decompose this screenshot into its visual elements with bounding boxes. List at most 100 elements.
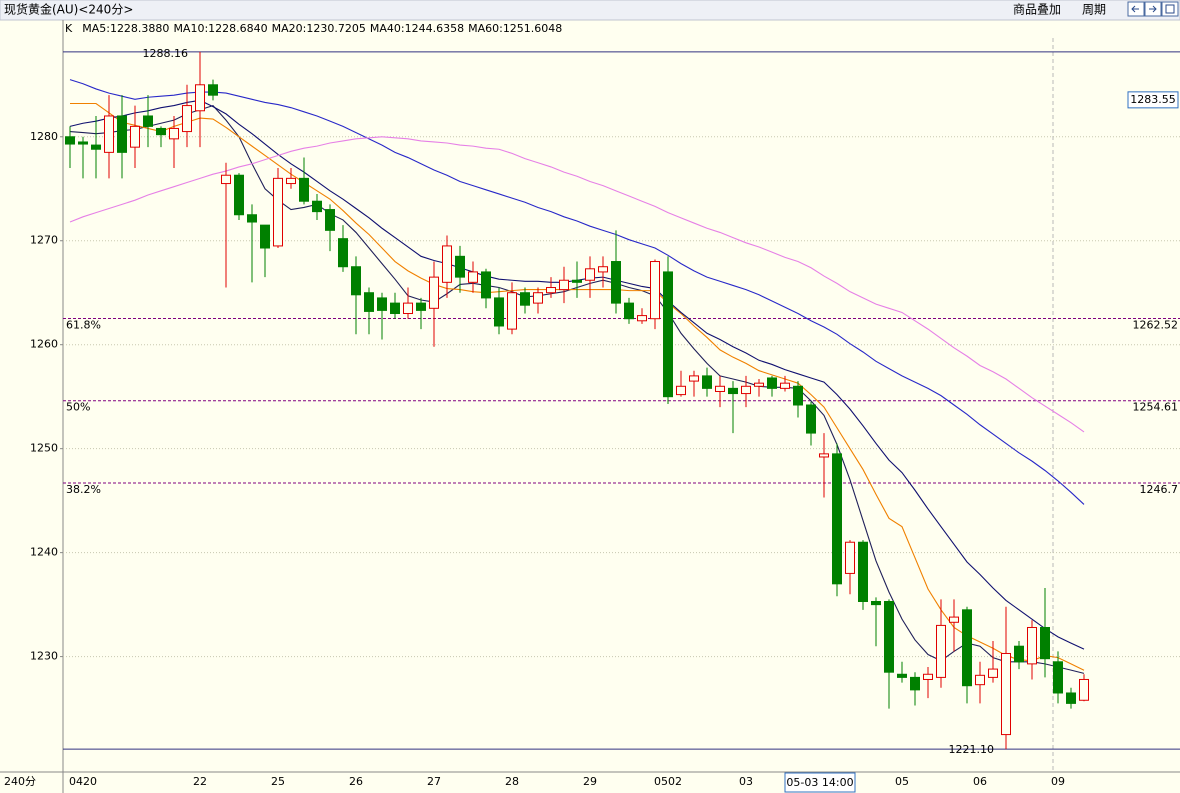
candle-body bbox=[390, 302, 400, 315]
candle-body bbox=[416, 302, 426, 311]
x-tick-label: 28 bbox=[505, 775, 519, 788]
candle-body bbox=[559, 279, 569, 291]
candle-body bbox=[117, 115, 127, 153]
x-tick-label: 22 bbox=[193, 775, 207, 788]
candle-body bbox=[260, 224, 270, 249]
y-tick-label: 1280 bbox=[30, 130, 58, 143]
candle-body bbox=[650, 261, 660, 320]
candle-body bbox=[845, 541, 855, 574]
y-tick-label: 1250 bbox=[30, 442, 58, 455]
candle-body bbox=[364, 292, 374, 312]
candle-body bbox=[715, 385, 725, 392]
candle-body bbox=[520, 292, 530, 306]
ma-line bbox=[69, 136, 1085, 433]
candle-body bbox=[377, 297, 387, 311]
x-tick-label: 09 bbox=[1051, 775, 1065, 788]
x-tick-label: 29 bbox=[583, 775, 597, 788]
candle-body bbox=[325, 209, 335, 231]
candle-body bbox=[598, 266, 608, 273]
candle-body bbox=[858, 541, 868, 602]
x-axis-label: 240分 bbox=[4, 775, 36, 788]
candle-body bbox=[208, 84, 218, 96]
y-tick-label: 1270 bbox=[30, 234, 58, 247]
candle-body bbox=[624, 302, 634, 320]
cursor-time-box bbox=[784, 772, 856, 793]
candle-body bbox=[962, 609, 972, 687]
cursor-time: 05-03 14:00 bbox=[786, 776, 853, 789]
candle-body bbox=[897, 673, 907, 678]
candle-body bbox=[832, 453, 842, 585]
candle-body bbox=[143, 115, 153, 127]
candle-body bbox=[754, 382, 764, 387]
cursor-price: 1283.55 bbox=[1130, 93, 1176, 106]
candle-body bbox=[988, 668, 998, 678]
x-tick-label: 0502 bbox=[654, 775, 682, 788]
candle-body bbox=[221, 174, 231, 185]
level-label: 61.8% bbox=[66, 319, 101, 332]
candle-body bbox=[481, 271, 491, 299]
candle-body bbox=[1079, 678, 1089, 701]
candle-body bbox=[1027, 626, 1037, 665]
ma-line bbox=[69, 79, 1085, 505]
candle-body bbox=[793, 385, 803, 406]
x-tick-label: 03 bbox=[739, 775, 753, 788]
candle-body bbox=[585, 268, 595, 281]
candle-body bbox=[780, 382, 790, 389]
candle-body bbox=[663, 271, 673, 398]
candle-body bbox=[455, 255, 465, 278]
x-tick-label: 0420 bbox=[69, 775, 97, 788]
legend-entry: K bbox=[65, 22, 73, 35]
candle-body bbox=[286, 177, 296, 185]
candle-body bbox=[104, 115, 114, 153]
legend-entry: MA5:1228.3880 bbox=[82, 22, 169, 35]
candle-body bbox=[1001, 652, 1011, 736]
candle-body bbox=[1053, 661, 1063, 694]
candle-body bbox=[819, 453, 829, 458]
y-tick-label: 1260 bbox=[30, 338, 58, 351]
candle-body bbox=[338, 238, 348, 268]
candle-body bbox=[936, 624, 946, 678]
candle-body bbox=[741, 385, 751, 395]
title: 现货黄金(AU)<240分> bbox=[4, 2, 133, 17]
candle-body bbox=[949, 616, 959, 623]
title-bar-bg bbox=[0, 0, 1180, 21]
y-tick-label: 1230 bbox=[30, 650, 58, 663]
candle-body bbox=[247, 214, 257, 223]
period-button[interactable]: 周期 bbox=[1082, 3, 1106, 17]
candle-body bbox=[676, 385, 686, 396]
level-value: 1246.7 bbox=[1140, 483, 1179, 496]
icon-left-glyph bbox=[1131, 5, 1139, 13]
candle-body bbox=[403, 302, 413, 315]
legend: K MA5:1228.3880 MA10:1228.6840 MA20:1230.72… bbox=[65, 22, 562, 35]
level-label: 38.2% bbox=[66, 483, 101, 496]
overlay-button[interactable]: 商品叠加 bbox=[1013, 2, 1061, 17]
candle-body bbox=[910, 676, 920, 691]
x-tick-label: 26 bbox=[349, 775, 363, 788]
icon-window[interactable] bbox=[1161, 1, 1179, 17]
candle-body bbox=[923, 673, 933, 680]
candle-body bbox=[637, 315, 647, 322]
candle-body bbox=[507, 292, 517, 330]
candle-body bbox=[78, 141, 88, 145]
legend-entry: MA60:1251.6048 bbox=[468, 22, 562, 35]
cursor-price-box bbox=[1127, 91, 1179, 109]
candle-body bbox=[728, 387, 738, 395]
x-tick-label: 27 bbox=[427, 775, 441, 788]
candle-body bbox=[468, 271, 478, 283]
candle-body bbox=[273, 177, 283, 247]
candle-body bbox=[975, 674, 985, 686]
candle-body bbox=[767, 377, 777, 389]
title-bar: 现货黄金(AU)<240分> 商品叠加 周期 bbox=[0, 0, 1180, 21]
candle-body bbox=[1040, 626, 1050, 660]
candle-body bbox=[533, 292, 543, 304]
x-tick-label: 06 bbox=[973, 775, 987, 788]
candle-body bbox=[572, 279, 582, 283]
extreme-label: 1221.10 bbox=[949, 743, 995, 756]
candle-body bbox=[884, 600, 894, 673]
candle-body bbox=[130, 125, 140, 148]
candle-body bbox=[234, 174, 244, 216]
icon-window-glyph bbox=[1165, 4, 1175, 14]
